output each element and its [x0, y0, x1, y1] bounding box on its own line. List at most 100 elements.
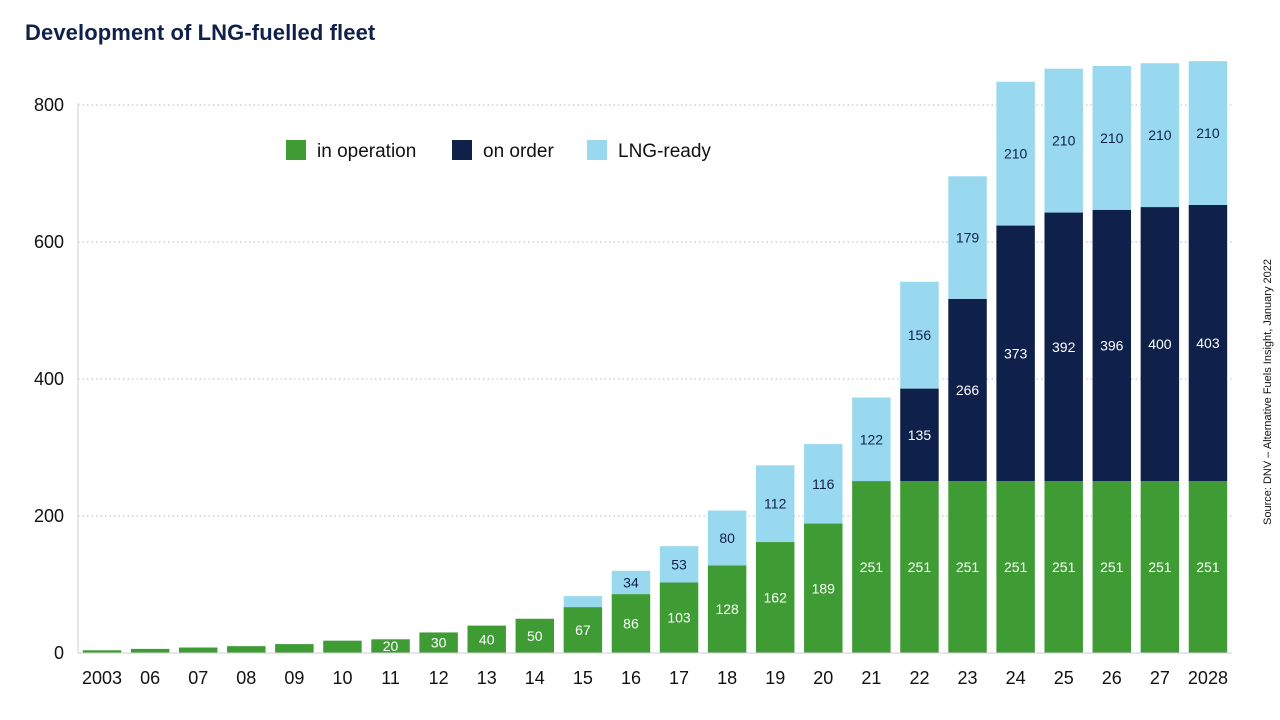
y-tick-label: 200 [34, 506, 64, 526]
data-label: 162 [764, 590, 788, 606]
x-tick-label: 15 [573, 668, 593, 688]
x-tick-label: 11 [381, 668, 400, 688]
data-label: 40 [479, 631, 495, 647]
data-label: 156 [908, 327, 932, 343]
bar-segment-lng-ready [707, 510, 747, 566]
bar-segment-in-operation [996, 481, 1035, 653]
x-tick-label: 22 [909, 668, 929, 688]
x-tick-label: 12 [429, 668, 449, 688]
data-label: 251 [1196, 559, 1220, 575]
x-tick-label: 14 [525, 668, 545, 688]
bar-segment-lng-ready [755, 465, 795, 543]
bar-segment-on-order [948, 298, 987, 482]
data-label: 403 [1196, 335, 1220, 351]
data-label: 210 [1100, 130, 1124, 146]
y-axis: 0 200 400 600 800 [34, 95, 79, 663]
bar-segment-lng-ready [611, 570, 651, 595]
bar-segment-lng-ready [948, 176, 987, 299]
bar-segment-in-operation [707, 565, 747, 653]
x-tick-label: 25 [1054, 668, 1074, 688]
bar-segment-in-operation [1092, 481, 1132, 653]
data-label: 251 [860, 559, 884, 575]
data-label: 210 [1196, 125, 1220, 141]
x-tick-label: 24 [1006, 668, 1026, 688]
bar-segment-lng-ready [804, 444, 843, 524]
x-tick-label: 07 [188, 668, 208, 688]
x-tick-label: 18 [717, 668, 737, 688]
data-label: 392 [1052, 339, 1076, 355]
y-tick-label: 400 [34, 369, 64, 389]
x-tick-label: 06 [140, 668, 160, 688]
x-tick-label: 20 [813, 668, 833, 688]
x-tick-label: 09 [284, 668, 304, 688]
chart-title: Development of LNG-fuelled fleet [25, 20, 376, 45]
y-tick-label: 0 [54, 643, 64, 663]
bar-segment-in-operation [1188, 481, 1228, 653]
legend-label: on order [483, 141, 554, 162]
bar-segment-in-operation [130, 648, 170, 653]
data-label: 396 [1100, 337, 1124, 353]
bar-segment-in-operation [323, 640, 362, 653]
x-tick-label: 10 [332, 668, 352, 688]
x-tick-label: 17 [669, 668, 689, 688]
x-tick-label: 19 [765, 668, 785, 688]
x-tick-label: 27 [1150, 668, 1170, 688]
bar-segment-in-operation [804, 523, 843, 653]
bar-segment-in-operation [659, 582, 699, 653]
data-label: 112 [764, 496, 787, 512]
bar-segment-lng-ready [900, 281, 939, 389]
x-tick-label: 13 [477, 668, 497, 688]
bar-segment-in-operation [467, 625, 506, 653]
data-label: 210 [1052, 133, 1076, 149]
bar-segment-on-order [1140, 207, 1180, 482]
bar-segment-in-operation [852, 481, 891, 653]
bar-segment-on-order [1188, 205, 1228, 482]
data-label: 251 [1052, 559, 1076, 575]
legend-swatch [452, 140, 472, 160]
data-label: 210 [1004, 146, 1028, 162]
x-tick-label: 21 [861, 668, 881, 688]
legend-swatch [587, 140, 607, 160]
data-label: 210 [1148, 127, 1172, 143]
x-tick-label: 08 [236, 668, 256, 688]
bar-segment-in-operation [227, 646, 266, 653]
bar-segment-lng-ready [659, 546, 699, 583]
bar-segment-in-operation [419, 632, 458, 653]
bar-segment-in-operation [948, 481, 987, 653]
bar-segment-in-operation [275, 644, 314, 653]
bar-segment-in-operation [611, 594, 651, 653]
x-tick-label: 2003 [82, 668, 122, 688]
bar-segment-in-operation [82, 650, 122, 653]
bar-segment-in-operation [1044, 481, 1083, 653]
data-label: 53 [671, 556, 687, 572]
data-label: 116 [812, 476, 835, 492]
bars: 20 30 40 50 67 86 34 103 53 128 80 162 112 189 116 251 1… [82, 61, 1228, 654]
bar-segment-lng-ready [1140, 63, 1180, 208]
data-label: 122 [860, 431, 884, 447]
x-tick-label: 26 [1102, 668, 1122, 688]
legend-label: LNG-ready [618, 141, 711, 162]
bar-segment-on-order [996, 225, 1035, 482]
data-label: 50 [527, 628, 543, 644]
data-label: 67 [575, 622, 591, 638]
y-tick-label: 800 [34, 95, 64, 115]
data-label: 103 [667, 610, 691, 626]
bar-segment-lng-ready [563, 596, 603, 608]
data-label: 80 [719, 530, 735, 546]
gridlines [78, 104, 1232, 517]
bar-segment-lng-ready [1092, 65, 1132, 210]
data-label: 266 [956, 382, 980, 398]
legend-label: in operation [317, 141, 416, 162]
data-label: 251 [1100, 559, 1124, 575]
legend-swatch [286, 140, 306, 160]
x-axis: 2003 06 07 08 09 10 11 12 13 14 15 16 17 18 19 20 21 22 23… [78, 652, 1232, 688]
data-label: 189 [812, 580, 836, 596]
data-label: 20 [383, 638, 399, 654]
bar-segment-on-order [1044, 212, 1083, 482]
bar-segment-in-operation [563, 607, 603, 653]
data-label: 251 [956, 559, 980, 575]
data-label: 128 [715, 601, 739, 617]
data-label: 251 [908, 559, 932, 575]
bar-segment-in-operation [515, 618, 555, 653]
